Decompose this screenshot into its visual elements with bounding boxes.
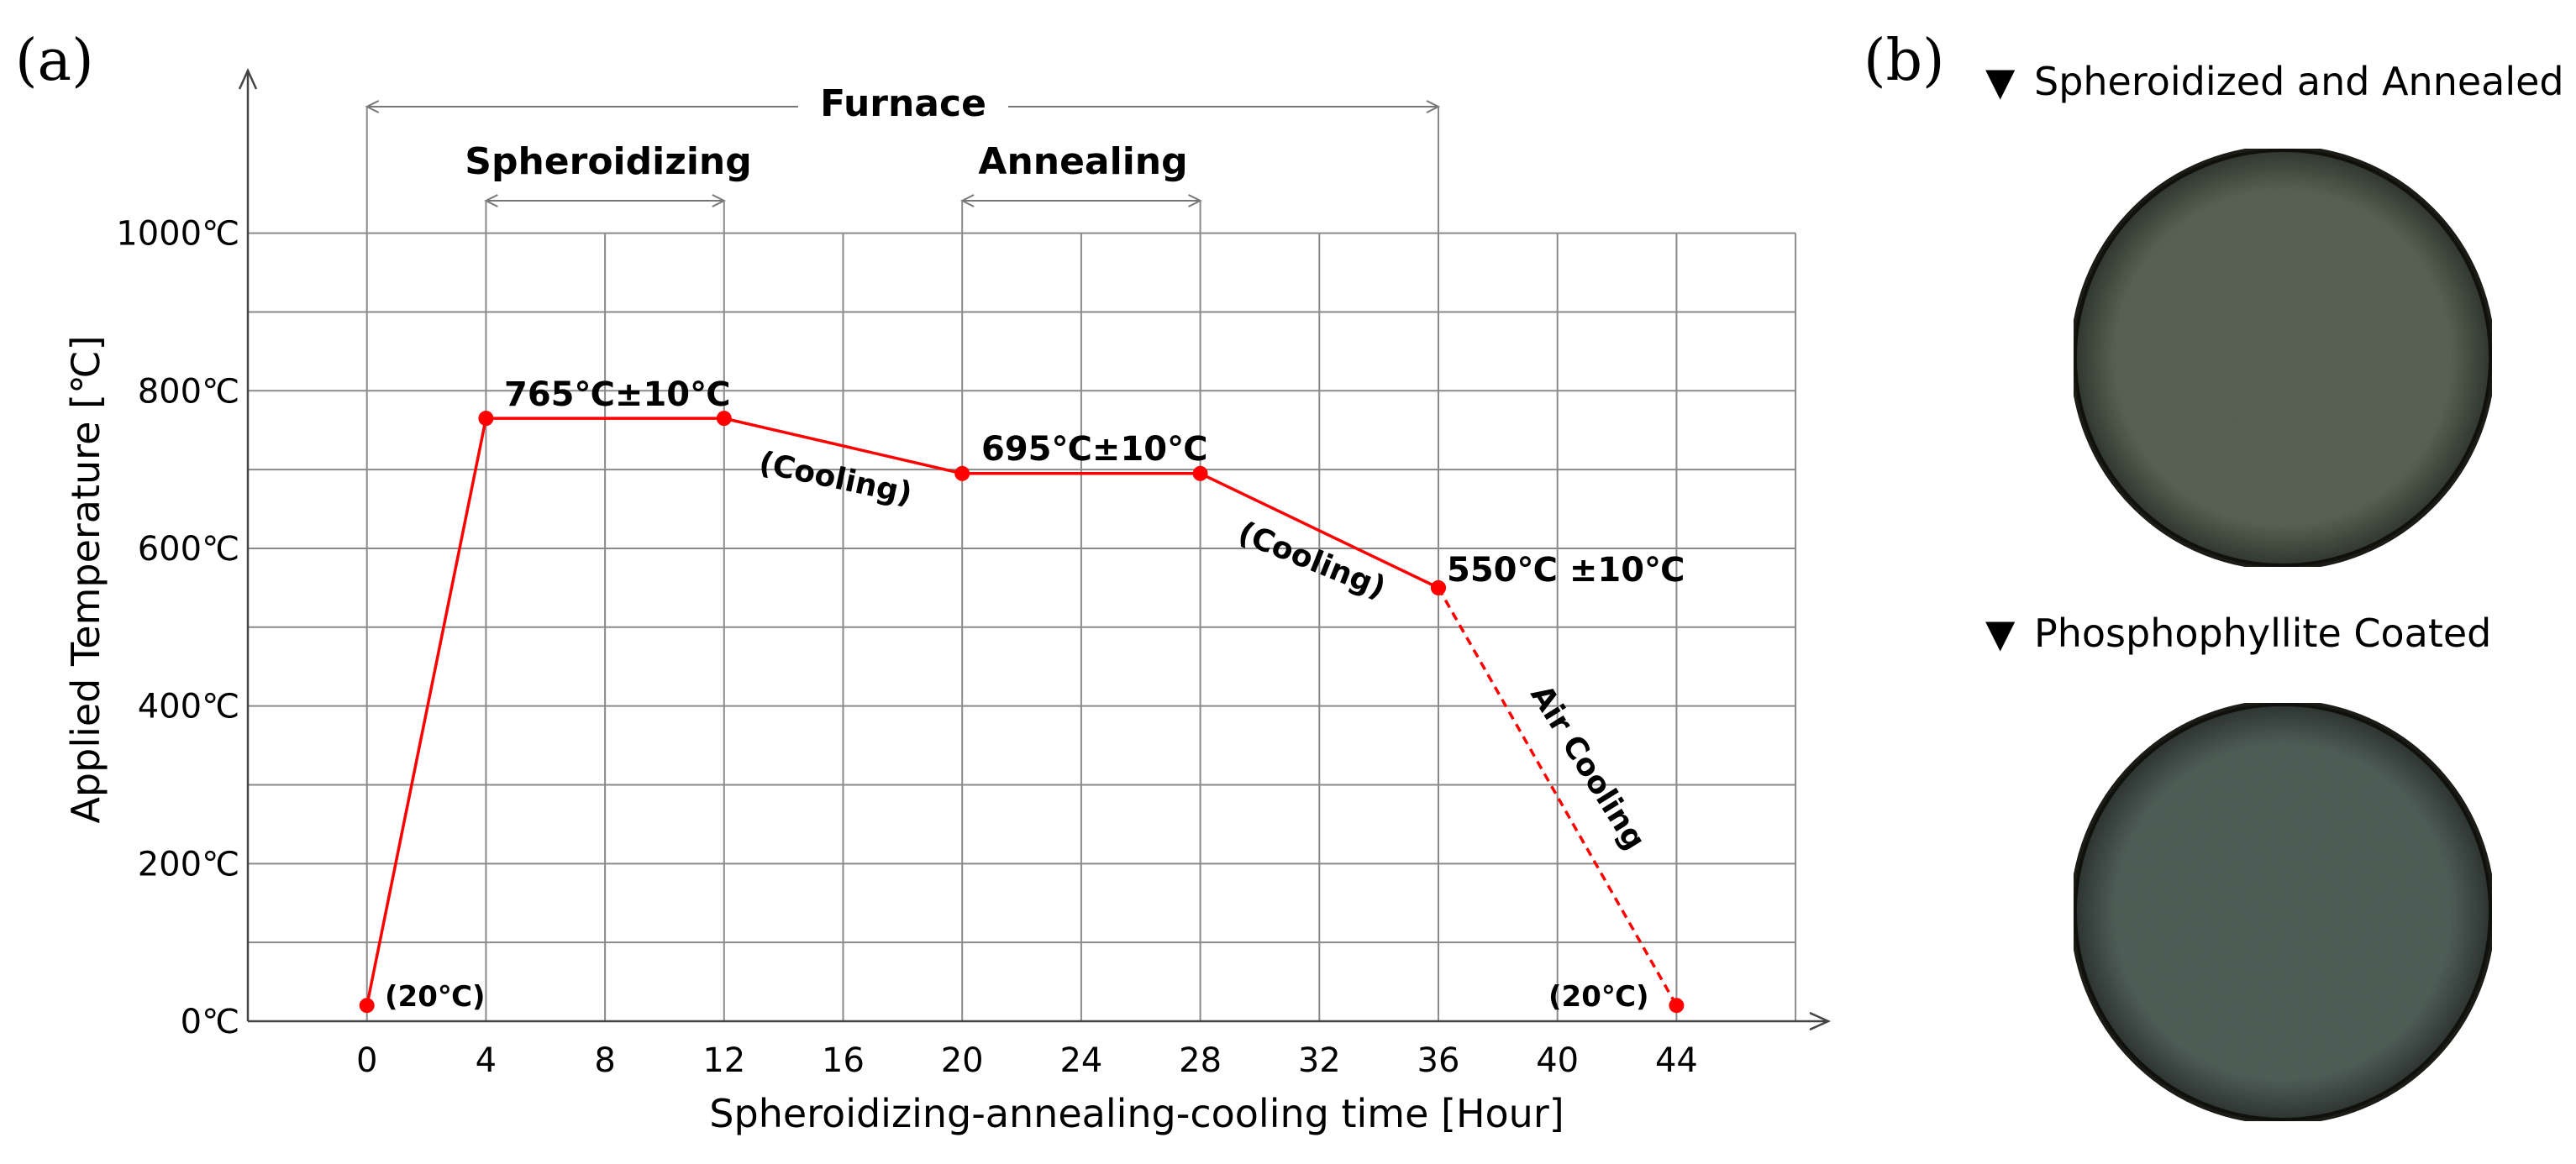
y-tick-label: 400℃ (138, 688, 239, 726)
x-tick-label: 28 (1179, 1041, 1222, 1080)
x-tick-label: 16 (822, 1041, 865, 1080)
temperature-profile (365, 417, 1678, 1007)
y-tick-label: 0℃ (181, 1003, 239, 1041)
y-tick-label: 800℃ (138, 372, 239, 411)
y-tick-label: 600℃ (138, 530, 239, 569)
x-tick-label: 20 (941, 1041, 984, 1080)
chart-ticks: 0 4 8 12 16 20 24 28 32 36 40 44 0℃ 200℃ 400℃ 600℃ 800℃ 1… (116, 215, 1698, 1080)
spheroidize-temp-label: 765℃±10℃ (504, 375, 731, 414)
panel-a-label: (a) (15, 28, 94, 94)
chart-axes (238, 67, 1832, 1031)
x-axis-title: Spheroidizing-annealing-cooling time [Ho… (709, 1091, 1564, 1136)
data-point (1669, 998, 1685, 1014)
y-tick-label: 1000℃ (116, 215, 239, 254)
data-point (359, 998, 375, 1014)
sample-2-photo (2070, 700, 2495, 1125)
x-tick-label: 8 (594, 1041, 615, 1080)
temperature-points (359, 411, 1685, 1014)
x-tick-label: 12 (702, 1041, 745, 1080)
sample-2-marker-icon: ▼ (1985, 611, 2016, 656)
cooling-label-2: (Cooling) (1233, 516, 1391, 606)
anneal-temp-label: 695℃±10℃ (981, 430, 1208, 469)
data-point (1192, 465, 1208, 481)
phase-label-annealing: Annealing (978, 140, 1187, 183)
data-point (716, 411, 732, 427)
data-point (954, 465, 970, 481)
sample-1-title: Spheroidized and Annealed (2034, 59, 2564, 104)
cooling-label-1: (Cooling) (756, 445, 915, 511)
x-tick-label: 40 (1536, 1041, 1579, 1080)
series-line-0 (365, 417, 1439, 1006)
end-temp-label: (20℃) (1548, 980, 1649, 1014)
series-line-1 (1437, 587, 1678, 1007)
x-axis-arrow (1809, 1011, 1832, 1031)
data-point (1431, 579, 1446, 595)
sample-1-photo (2070, 145, 2495, 570)
data-point (478, 411, 494, 427)
x-tick-label: 4 (476, 1041, 497, 1080)
y-axis-title: Applied Temperature [℃] (63, 335, 108, 823)
cool-end-temp-label: 550℃ ±10℃ (1447, 551, 1685, 590)
y-tick-label: 200℃ (138, 845, 239, 883)
sample-1-marker-icon: ▼ (1985, 59, 2016, 104)
sample-2-title: Phosphophyllite Coated (2034, 611, 2491, 656)
start-temp-label: (20℃) (385, 980, 486, 1014)
y-axis-arrow (238, 67, 258, 90)
x-tick-label: 0 (356, 1041, 377, 1080)
x-tick-label: 32 (1298, 1041, 1341, 1080)
x-tick-label: 36 (1417, 1041, 1460, 1080)
panel-b-label: (b) (1864, 28, 1945, 94)
phase-brackets (365, 100, 1441, 233)
x-tick-label: 24 (1059, 1041, 1102, 1080)
x-tick-label: 44 (1655, 1041, 1698, 1080)
chart-grid (247, 232, 1797, 1021)
phase-label-furnace: Furnace (820, 82, 986, 125)
phase-label-spheroidizing: Spheroidizing (465, 140, 751, 183)
